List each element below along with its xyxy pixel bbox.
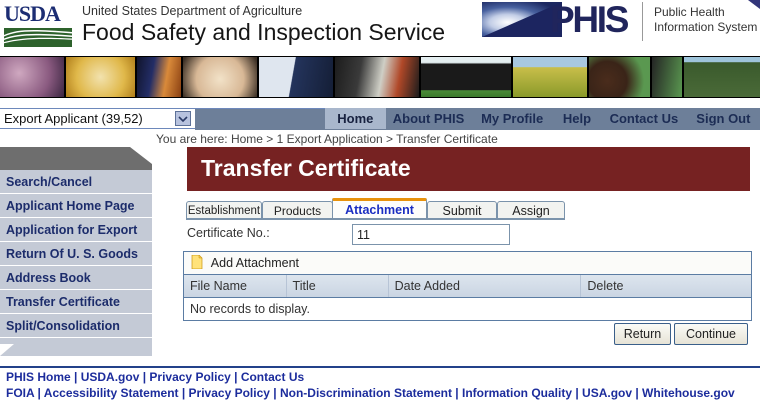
svg-text:PHIS: PHIS bbox=[550, 2, 629, 40]
